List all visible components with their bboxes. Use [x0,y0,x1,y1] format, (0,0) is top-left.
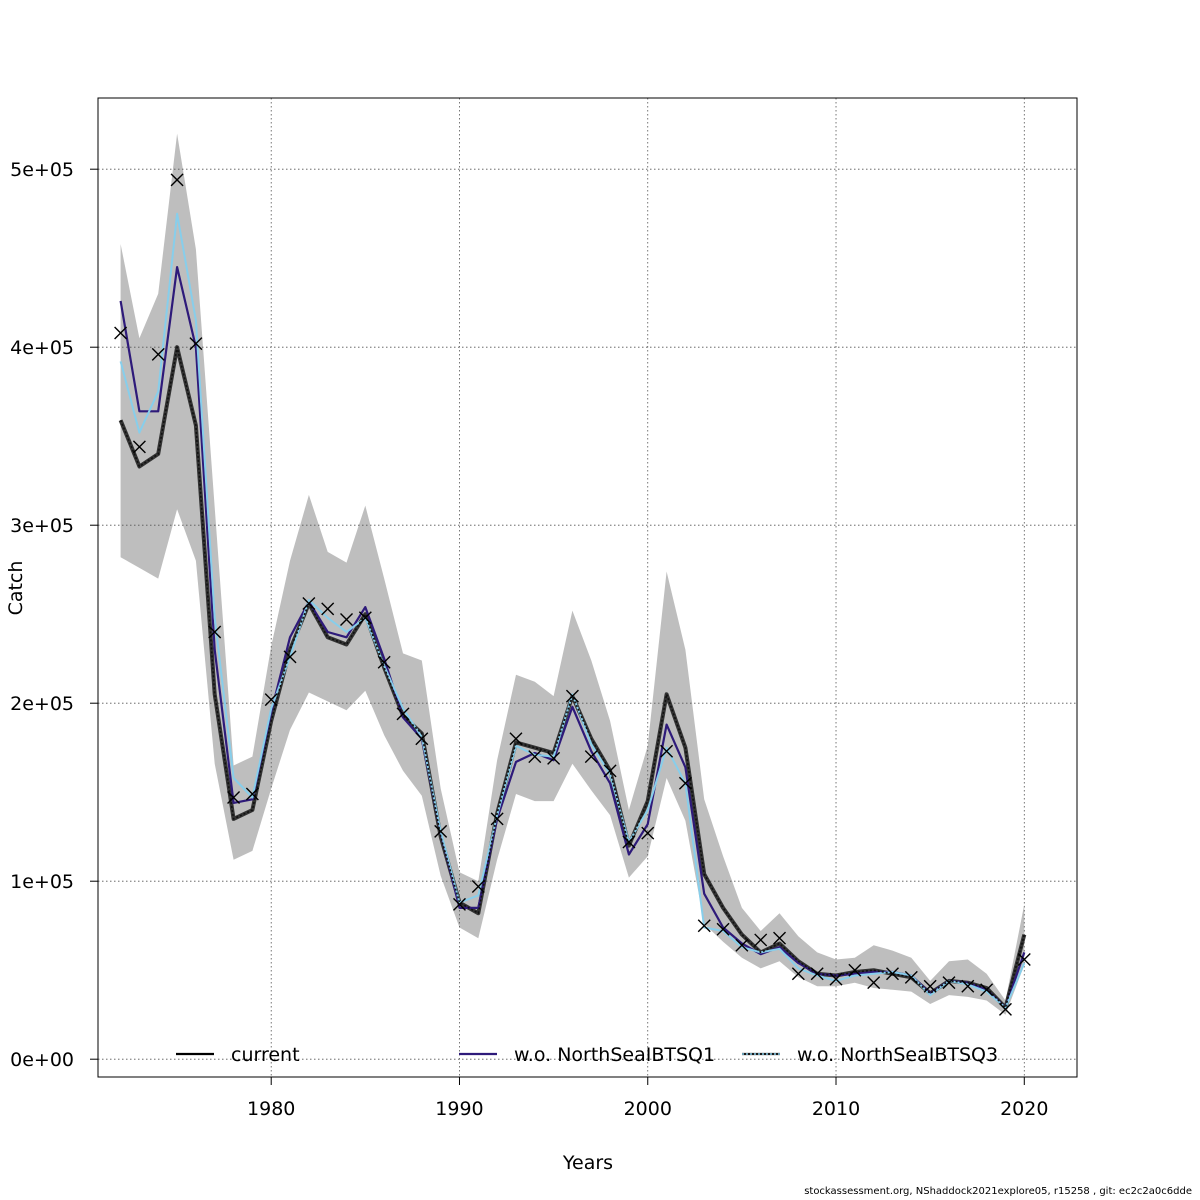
observed-point-1998 [603,764,617,778]
observed-point-1974 [151,347,165,361]
observed-point-2003 [697,919,711,933]
observed-point-1989 [434,824,448,838]
confidence-band-layer [120,133,1025,1015]
observed-point-1976 [189,337,203,351]
observed-point-1984 [340,613,354,627]
legend: current w.o. NorthSeaIBTSQ1 w.o. NorthSeaI… [176,1044,998,1066]
observed-point-2004 [716,922,730,936]
x-tick-label-1990: 1990 [435,1098,483,1120]
x-tick-label-1980: 1980 [247,1098,295,1120]
axes-layer: 1980 1990 2000 2010 2020 0e+00 1e+05 2e+05 3e+05… [10,159,1048,1120]
observed-point-1997 [584,750,598,764]
legend-label-current: current [231,1044,300,1066]
observed-point-2005 [735,938,749,952]
plot-frame [97,97,1078,1078]
y-axis-title: Catch [5,561,27,616]
y-tick-label-1: 1e+05 [10,871,74,893]
observed-point-2012 [867,976,881,990]
observed-point-1993 [509,732,523,746]
x-tick-label-2000: 2000 [624,1098,672,1120]
observed-point-2017 [961,979,975,993]
legend-label-wo-northseaibtsq3: w.o. NorthSeaIBTSQ3 [797,1044,998,1066]
observed-point-1980 [264,693,278,707]
series-line-current [119,346,1026,1009]
x-tick-label-2010: 2010 [812,1098,860,1120]
observed-point-1990 [452,897,466,911]
observed-point-2011 [848,963,862,977]
x-axis-title: Years [562,1152,613,1174]
observed-point-1994 [528,750,542,764]
observed-point-1999 [622,835,636,849]
y-tick-label-4: 4e+05 [10,337,74,359]
observed-point-2019 [998,1002,1012,1016]
confidence-band [120,133,1025,1015]
observed-point-1986 [377,655,391,669]
observed-point-1977 [208,625,222,639]
observed-point-2010 [829,972,843,986]
observed-point-1983 [321,602,335,616]
observed-point-2015 [923,979,937,993]
series-layer [118,212,1027,1010]
y-tick-label-2: 2e+05 [10,693,74,715]
observed-point-2000 [641,826,655,840]
observed-point-2018 [980,983,994,997]
y-tick-label-0: 0e+00 [10,1049,74,1071]
observed-points-layer [114,173,1031,1016]
observed-point-2020 [1017,953,1031,967]
legend-label-wo-northseaibtsq1: w.o. NorthSeaIBTSQ1 [514,1044,715,1066]
observed-point-1988 [415,732,429,746]
observed-point-1975 [170,173,184,187]
observed-point-2006 [754,933,768,947]
observed-point-2001 [660,744,674,758]
observed-point-1981 [283,650,297,664]
observed-point-2013 [886,967,899,981]
observed-point-1978 [227,791,241,805]
y-tick-label-5: 5e+05 [10,159,74,181]
observed-point-2007 [773,931,787,945]
observed-point-1996 [565,689,579,703]
grid-layer [98,98,1077,1077]
footer-note: stockassessment.org, NShaddock2021explor… [804,1186,1192,1197]
observed-point-1982 [302,597,316,611]
series-line-wo-northseaibtsq3 [119,212,1026,1009]
observed-point-1987 [396,707,410,721]
observed-point-2002 [678,776,692,790]
observed-point-2008 [791,967,805,981]
observed-point-2016 [942,976,956,990]
x-tick-label-2020: 2020 [1000,1098,1048,1120]
observed-point-1973 [132,440,146,454]
observed-point-1992 [490,812,504,826]
observed-point-1991 [471,880,485,894]
observed-point-1972 [114,326,128,340]
observed-point-1995 [547,751,561,765]
observed-point-1985 [358,611,372,625]
observed-point-2014 [904,970,918,984]
observed-point-1979 [245,787,259,801]
observed-point-2009 [810,967,824,981]
y-tick-label-3: 3e+05 [10,515,74,537]
